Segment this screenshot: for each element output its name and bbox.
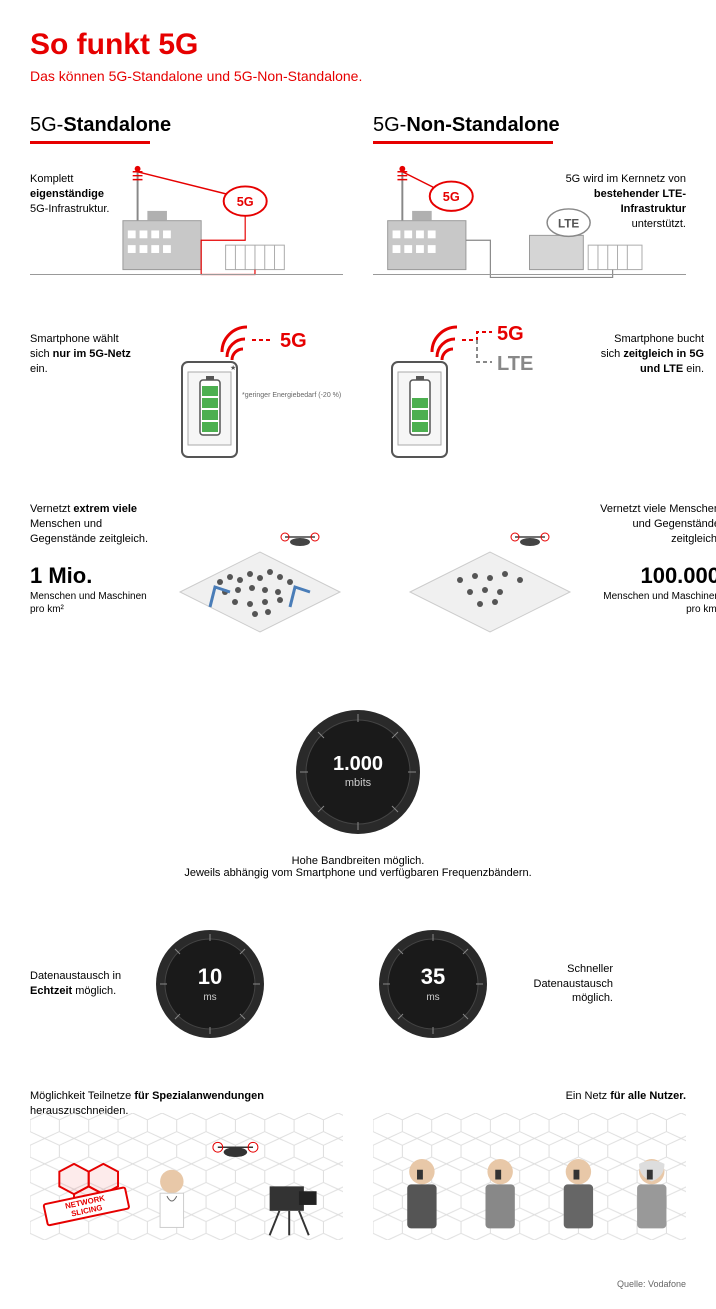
right-infra-diagram: 5G LTE xyxy=(373,162,686,289)
svg-text:ms: ms xyxy=(426,992,439,1003)
source-credit: Quelle: Vodafone xyxy=(30,1279,686,1289)
left-infra-diagram: 5G xyxy=(30,162,343,289)
svg-text:35: 35 xyxy=(421,964,445,989)
right-phone-diagram: 5G LTE xyxy=(382,322,582,462)
row-latency: Datenaustausch in Echtzeit möglich. 10 m… xyxy=(30,909,686,1059)
left-phone-text: Smartphone wählt sich nur im 5G-Netz ein… xyxy=(30,322,140,377)
right-slicing-text: Ein Netz für alle Nutzer. xyxy=(373,1089,686,1104)
drone-icon xyxy=(511,533,549,546)
left-latency-text: Datenaustausch in Echtzeit möglich. xyxy=(30,969,140,999)
row-density: Vernetzt extrem viele Menschen und Gegen… xyxy=(30,492,686,672)
svg-text:LTE: LTE xyxy=(558,218,579,231)
svg-text:★: ★ xyxy=(230,364,236,372)
bandwidth-caption: Hohe Bandbreiten möglich. Jeweils abhäng… xyxy=(30,855,686,879)
left-header: 5G-Standalone xyxy=(30,114,343,137)
svg-text:ms: ms xyxy=(203,992,216,1003)
row-slicing: Möglichkeit Teilnetze für Spezialanwendu… xyxy=(30,1089,686,1249)
svg-text:5G: 5G xyxy=(280,330,307,352)
footnote: *geringer Energiebedarf (-20 %) xyxy=(242,392,341,399)
right-latency-gauge: 35 ms xyxy=(373,924,493,1044)
page-subtitle: Das können 5G-Standalone und 5G-Non-Stan… xyxy=(30,68,686,84)
person-icon xyxy=(407,1159,436,1228)
page-title: So funkt 5G xyxy=(30,28,686,62)
svg-text:10: 10 xyxy=(198,964,222,989)
left-latency-gauge: 10 ms xyxy=(150,924,270,1044)
right-density-text: Vernetzt viele Menschen und Gegenstände … xyxy=(600,492,716,616)
row-bandwidth: 1.000 mbits Hohe Bandbreiten möglich. Je… xyxy=(30,702,686,879)
pallets-icon xyxy=(226,245,285,269)
svg-text:1.000: 1.000 xyxy=(333,753,383,775)
row-infrastructure: Komplett eigenständige 5G-Infrastruktur. xyxy=(30,162,686,292)
left-slicing-diagram: NETWORK SLICING xyxy=(30,1113,343,1240)
left-density-diagram xyxy=(160,492,360,652)
left-underline xyxy=(30,141,150,144)
right-underline xyxy=(373,141,553,144)
column-headers: 5G-Standalone 5G-Non-Standalone xyxy=(30,114,686,162)
right-phone-text: Smartphone bucht sich zeitgleich in 5G u… xyxy=(594,322,704,377)
svg-text:LTE: LTE xyxy=(497,353,533,375)
row-smartphone: Smartphone wählt sich nur im 5G-Netz ein… xyxy=(30,322,686,462)
svg-text:5G: 5G xyxy=(443,189,460,204)
right-density-diagram xyxy=(390,492,590,652)
left-density-text: Vernetzt extrem viele Menschen und Gegen… xyxy=(30,492,150,616)
drone-icon xyxy=(281,533,319,546)
right-slicing-diagram xyxy=(373,1113,686,1240)
svg-text:5G: 5G xyxy=(497,323,524,345)
left-phone-diagram: ★ 5G *geringer Energiebedarf (-20 %) xyxy=(152,322,352,462)
right-latency-text: Schneller Datenaustausch möglich. xyxy=(503,962,613,1007)
svg-text:5G: 5G xyxy=(237,194,254,209)
right-header: 5G-Non-Standalone xyxy=(373,114,686,137)
svg-text:mbits: mbits xyxy=(345,777,372,789)
infographic-page: So funkt 5G Das können 5G-Standalone und… xyxy=(0,0,716,1309)
signal-icon xyxy=(222,327,247,360)
bandwidth-gauge: 1.000 mbits xyxy=(288,702,428,842)
